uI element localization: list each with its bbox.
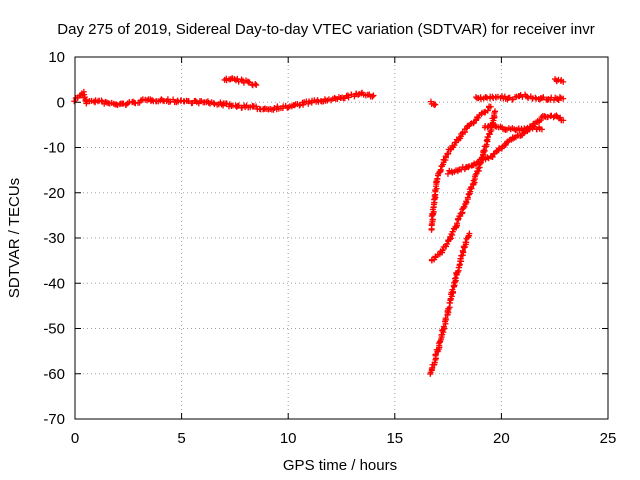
data-point — [370, 92, 377, 99]
data-point — [484, 154, 491, 161]
data-point — [345, 94, 352, 101]
data-point — [439, 246, 446, 253]
data-point — [98, 97, 105, 104]
data-point — [560, 78, 567, 85]
data-point — [489, 153, 496, 160]
data-point — [449, 228, 456, 235]
data-point — [560, 95, 567, 102]
data-point — [466, 230, 473, 237]
data-point — [355, 91, 362, 98]
y-tick-label: -20 — [43, 185, 65, 202]
chart-title: Day 275 of 2019, Sidereal Day-to-day VTE… — [57, 21, 594, 38]
x-tick-label: 5 — [177, 430, 185, 447]
data-point — [437, 166, 444, 173]
data-point — [487, 103, 494, 110]
data-point — [465, 164, 472, 171]
data-point — [252, 81, 259, 88]
data-point — [454, 220, 461, 227]
y-tick-label: -40 — [43, 275, 65, 292]
data-point — [305, 98, 312, 105]
x-axis-label: GPS time / hours — [283, 457, 397, 474]
data-point — [467, 121, 474, 127]
data-point — [516, 93, 523, 100]
data-point — [538, 126, 545, 133]
y-tick-label: -10 — [43, 140, 65, 157]
axis-ticks: 0 5 10 15 20 25 10 0 -10 -20 -30 -40 -50 -60 -70 — [43, 49, 616, 447]
data-point — [253, 103, 260, 110]
x-tick-label: 0 — [71, 430, 79, 447]
data-point — [529, 123, 536, 130]
data-point — [369, 93, 376, 100]
data-points — [71, 75, 567, 377]
y-tick-label: -30 — [43, 230, 65, 247]
y-tick-label: 0 — [57, 94, 65, 111]
y-tick-label: -50 — [43, 321, 65, 338]
data-point — [475, 114, 482, 121]
data-point — [442, 315, 449, 322]
data-point — [532, 94, 539, 101]
data-point — [432, 101, 439, 108]
grid-lines — [75, 57, 608, 419]
x-tick-label: 15 — [386, 430, 403, 447]
y-tick-label: -70 — [43, 411, 65, 428]
data-point — [477, 96, 484, 103]
x-tick-label: 10 — [280, 430, 297, 447]
data-point — [459, 247, 466, 254]
plot-frame — [74, 56, 609, 420]
data-point — [149, 96, 156, 103]
data-point — [484, 107, 491, 114]
data-point — [71, 98, 78, 105]
data-point — [331, 94, 338, 101]
y-tick-label: 10 — [48, 49, 65, 66]
data-point — [223, 100, 230, 107]
data-point — [556, 94, 563, 101]
data-point — [253, 82, 260, 89]
data-point — [434, 175, 441, 182]
data-point — [485, 123, 492, 130]
data-point — [444, 170, 451, 177]
y-tick-label: -60 — [43, 366, 65, 383]
data-point — [300, 101, 307, 108]
data-point — [451, 275, 458, 282]
y-axis-label: SDTVAR / TECUs — [6, 178, 23, 298]
data-point — [464, 194, 471, 201]
data-point — [492, 108, 499, 115]
data-point — [102, 98, 109, 105]
x-tick-label: 20 — [493, 430, 510, 447]
x-tick-label: 25 — [600, 430, 617, 447]
data-point — [560, 117, 567, 124]
data-point — [159, 97, 166, 104]
